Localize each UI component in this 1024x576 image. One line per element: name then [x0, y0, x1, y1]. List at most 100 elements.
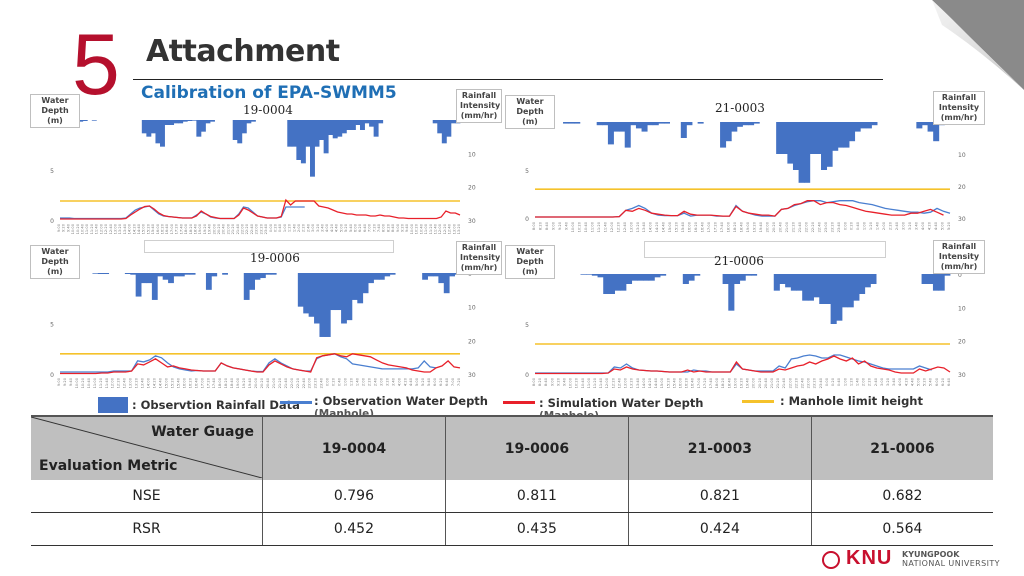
x-tick-label: 2:20	[889, 221, 893, 230]
rainfall-bar	[124, 273, 131, 275]
x-tick-label: 9:40	[563, 377, 567, 386]
page-title: Attachment	[146, 34, 340, 69]
rainfall-bar	[813, 274, 820, 298]
x-tick-label: 18:00	[218, 377, 222, 388]
observation-line-icon	[280, 401, 312, 404]
rainfall-bar	[860, 122, 867, 129]
x-tick-label: 5:40	[349, 223, 353, 232]
x-tick-label: 15:20	[146, 223, 150, 234]
x-tick-label: 8:40	[391, 223, 395, 232]
rainfall-bar	[809, 122, 816, 154]
x-tick-label: 5:40	[427, 377, 431, 386]
x-tick-label: 16:40	[165, 223, 169, 234]
evaluation-table: Water Guage Evaluation Metric 19-0004 19…	[31, 415, 993, 546]
rainfall-bar	[360, 120, 365, 130]
x-tick-label: 23:20	[314, 377, 318, 388]
table-cell: 0.435	[444, 512, 629, 546]
rainfall-bar	[449, 273, 455, 277]
left-tick-label: 5	[525, 168, 529, 175]
rainfall-bar	[836, 274, 843, 321]
x-tick-label: 9:40	[564, 221, 568, 230]
rainfall-bar	[270, 273, 277, 275]
x-tick-label: 1:00	[843, 377, 847, 386]
x-tick-label: 23:20	[813, 377, 817, 388]
rainfall-bar	[341, 120, 347, 134]
x-tick-label: 5:20	[421, 377, 425, 386]
x-tick-label: 1:40	[292, 223, 296, 232]
rainfall-bar	[751, 274, 758, 276]
rainfall-bar	[82, 120, 88, 121]
x-tick-label: 18:00	[727, 221, 731, 232]
rainfall-bar	[865, 122, 872, 129]
x-tick-label: 22:00	[241, 223, 245, 234]
x-tick-label: 10:40	[87, 377, 91, 388]
legend-observation-text: : Observation Water Depth	[314, 394, 488, 408]
rainfall-bar	[602, 122, 609, 126]
x-tick-label: 6:00	[935, 377, 939, 386]
rainfall-bar	[776, 122, 783, 154]
x-tick-label: 14:00	[649, 221, 653, 232]
x-tick-label: 16:00	[156, 223, 160, 234]
rainfall-bar	[635, 122, 642, 129]
x-tick-label: 16:40	[701, 221, 705, 232]
x-tick-label: 17:00	[200, 377, 204, 388]
x-tick-label: 15:00	[668, 221, 672, 232]
x-tick-label: 8:40	[545, 221, 549, 230]
x-tick-label: 0:40	[338, 377, 342, 386]
rainfall-bar	[437, 120, 443, 134]
x-tick-label: 16:00	[182, 377, 186, 388]
rainfall-bar	[745, 274, 752, 276]
page-curl-icon	[932, 0, 1024, 90]
x-tick-label: 10:00	[71, 223, 75, 234]
rainfall-bar	[781, 122, 788, 154]
x-tick-label: 20:40	[266, 377, 270, 388]
rainfall-bar	[660, 274, 667, 276]
x-tick-label: 11:40	[105, 377, 109, 388]
x-tick-label: 9:40	[69, 377, 73, 386]
x-tick-label: 13:40	[642, 221, 646, 232]
x-tick-label: 13:00	[452, 223, 456, 234]
rainfall-bar	[652, 122, 659, 126]
observation-line	[60, 205, 305, 220]
table-cell: 0.821	[627, 480, 812, 513]
x-tick-label: 4:20	[904, 377, 908, 386]
rainfall-bar	[254, 273, 261, 280]
rainfall-swatch-icon	[98, 397, 128, 413]
x-tick-label: 15:00	[164, 377, 168, 388]
rainfall-bar	[246, 120, 252, 124]
rainfall-bar	[162, 273, 169, 280]
row-label: NSE	[31, 480, 263, 513]
x-tick-label: 11:00	[424, 223, 428, 234]
x-tick-label: 18:40	[740, 221, 744, 232]
diagonal-divider	[31, 417, 262, 478]
rainfall-bar	[832, 122, 839, 151]
x-tick-label: 2:40	[874, 377, 878, 386]
x-tick-label: 14:00	[147, 377, 151, 388]
x-tick-label: 20:20	[217, 223, 221, 234]
rainfall-bar	[574, 122, 581, 124]
rainfall-bar	[189, 273, 196, 275]
x-tick-label: 13:00	[113, 223, 117, 234]
x-tick-label: 11:40	[95, 223, 99, 234]
blank-caption-box	[144, 240, 394, 253]
x-tick-label: 14:40	[158, 377, 162, 388]
right-axis-label: Rainfall Intensity (mm/hr)	[456, 89, 502, 123]
simulation-line	[535, 355, 951, 375]
x-tick-label: 10:00	[571, 221, 575, 232]
x-tick-label: 7:20	[372, 223, 376, 232]
rainfall-bar	[742, 122, 749, 126]
x-tick-label: 22:00	[788, 377, 792, 388]
x-tick-label: 17:20	[175, 223, 179, 234]
rainfall-bar	[647, 122, 654, 126]
rainfall-bar	[580, 274, 587, 275]
x-tick-label: 19:20	[242, 377, 246, 388]
x-tick-label: 4:40	[335, 223, 339, 232]
rainfall-bar	[173, 120, 179, 124]
chart-plot: 051001020309:009:209:4010:0010:2010:4011…	[46, 118, 475, 234]
section-number: 5	[72, 17, 120, 113]
rainfall-bar	[637, 274, 644, 281]
x-tick-label: 20:00	[752, 377, 756, 388]
x-tick-label: 13:00	[624, 377, 628, 388]
x-tick-label: 4:40	[910, 377, 914, 386]
x-tick-label: 17:00	[697, 377, 701, 388]
